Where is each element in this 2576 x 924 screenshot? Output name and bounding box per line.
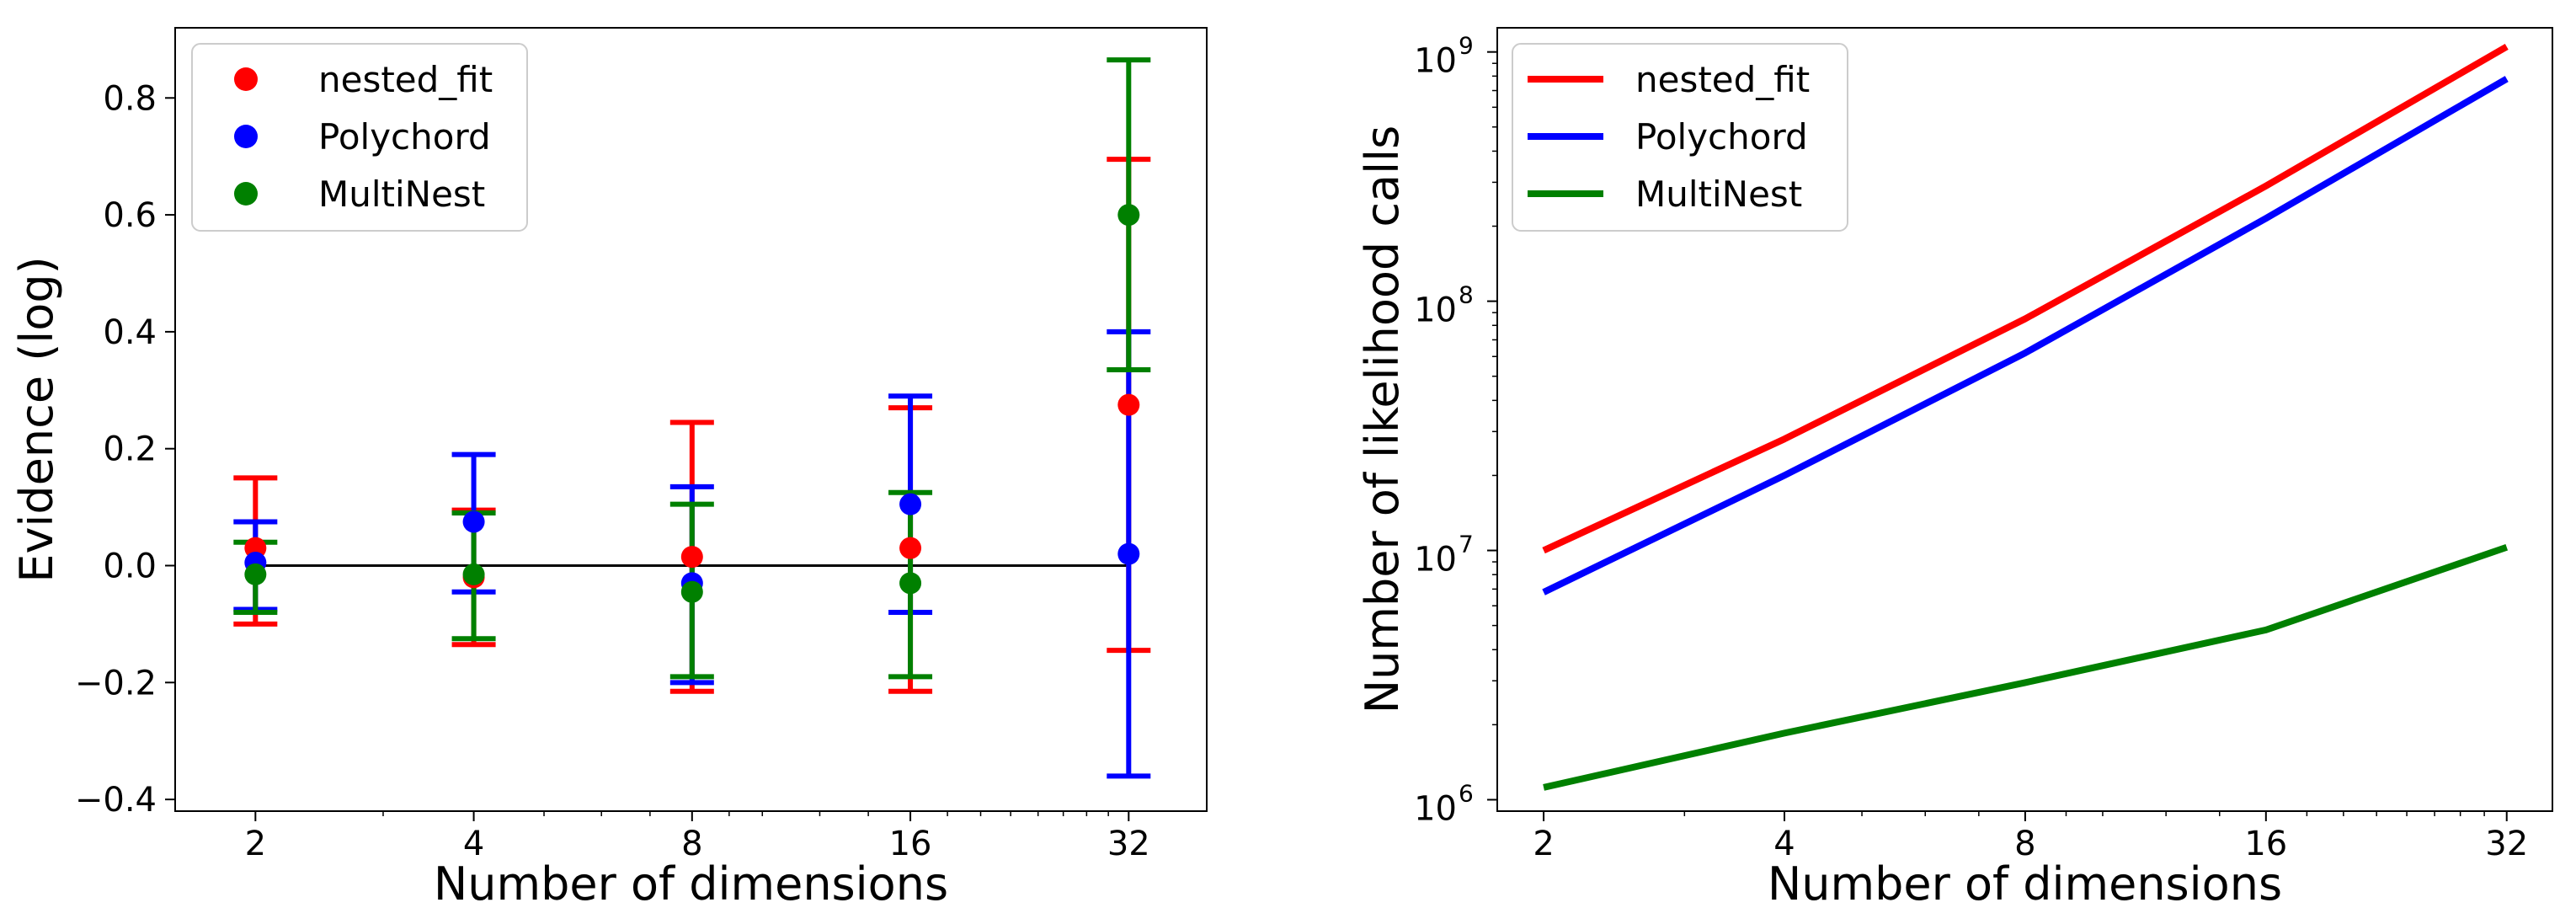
legend-label: MultiNest	[318, 174, 485, 215]
legend-label: nested_fit	[1635, 59, 1810, 100]
y-tick-base: 10	[1414, 789, 1457, 828]
x-tick-label: 16	[2244, 825, 2287, 863]
y-tick-exponent: 8	[1459, 281, 1474, 309]
y-tick-exponent: 9	[1459, 32, 1474, 60]
legend-label: Polychord	[1635, 116, 1808, 158]
evidence-chart: 2 4 8 16 32 −0.4 −0.2 0.0 0.2 0.4 0.6 0.8 Number of …	[10, 27, 1208, 911]
legend-box	[191, 43, 528, 232]
legend-marker	[234, 125, 258, 148]
y-axis-label: Evidence (log)	[10, 256, 63, 582]
legend-box	[1512, 43, 1848, 232]
x-tick-label: 32	[1107, 825, 1150, 863]
y-tick-label: 0.4	[103, 313, 157, 352]
series-line-MultiNest	[1543, 543, 2509, 791]
y-tick-label: −0.2	[75, 664, 157, 702]
legend-marker	[234, 67, 258, 91]
data-point-Polychord	[1117, 542, 1140, 565]
data-point-Polychord	[462, 510, 485, 533]
y-tick-label: 10 8	[1414, 281, 1474, 330]
x-tick-label: 4	[463, 825, 484, 863]
data-point-MultiNest	[1117, 204, 1140, 227]
y-tick-label: 0.0	[103, 547, 157, 586]
legend: nested_fit Polychord MultiNest	[191, 43, 528, 232]
data-point-Polychord	[899, 493, 922, 515]
data-point-nested_fit	[680, 546, 703, 569]
legend-label: nested_fit	[318, 59, 493, 100]
legend-label: Polychord	[318, 116, 491, 158]
y-tick-base: 10	[1414, 42, 1457, 81]
x-axis-label: Number of dimensions	[434, 857, 948, 911]
x-tick-label: 2	[245, 825, 266, 863]
data-point-nested_fit	[1117, 393, 1140, 416]
y-tick-label: 10 7	[1414, 531, 1474, 580]
y-tick-exponent: 7	[1459, 531, 1474, 558]
y-tick-label: 0.2	[103, 430, 157, 469]
x-tick-label: 4	[1773, 825, 1795, 863]
data-point-MultiNest	[680, 580, 703, 603]
y-tick-label: 0.6	[103, 196, 157, 235]
y-tick-base: 10	[1414, 541, 1457, 580]
x-tick-label: 32	[2485, 825, 2528, 863]
series-line-nested_fit	[1542, 43, 2509, 554]
x-tick-label: 8	[2014, 825, 2035, 863]
data-point-MultiNest	[899, 572, 922, 595]
y-tick-label: −0.4	[75, 781, 157, 820]
legend-label: MultiNest	[1635, 174, 1802, 215]
plot-frame	[174, 27, 1208, 812]
x-axis-label: Number of dimensions	[1768, 857, 2282, 911]
y-tick-label: 10 6	[1414, 779, 1474, 828]
y-tick-exponent: 6	[1459, 779, 1474, 807]
data-point-MultiNest	[462, 563, 485, 585]
legend: nested_fit Polychord MultiNest	[1512, 43, 1848, 232]
y-tick-label: 10 9	[1414, 32, 1474, 81]
y-tick-label: 0.8	[103, 79, 157, 118]
y-tick-base: 10	[1414, 291, 1457, 330]
data-point-MultiNest	[244, 563, 267, 585]
x-tick-label: 8	[681, 825, 702, 863]
x-tick-label: 16	[889, 825, 932, 863]
series-line-Polychord	[1542, 76, 2509, 596]
legend-marker	[234, 182, 258, 206]
y-axis-label: Number of likelihood calls	[1356, 126, 1409, 714]
x-tick-label: 2	[1533, 825, 1554, 863]
data-point-nested_fit	[899, 537, 922, 559]
